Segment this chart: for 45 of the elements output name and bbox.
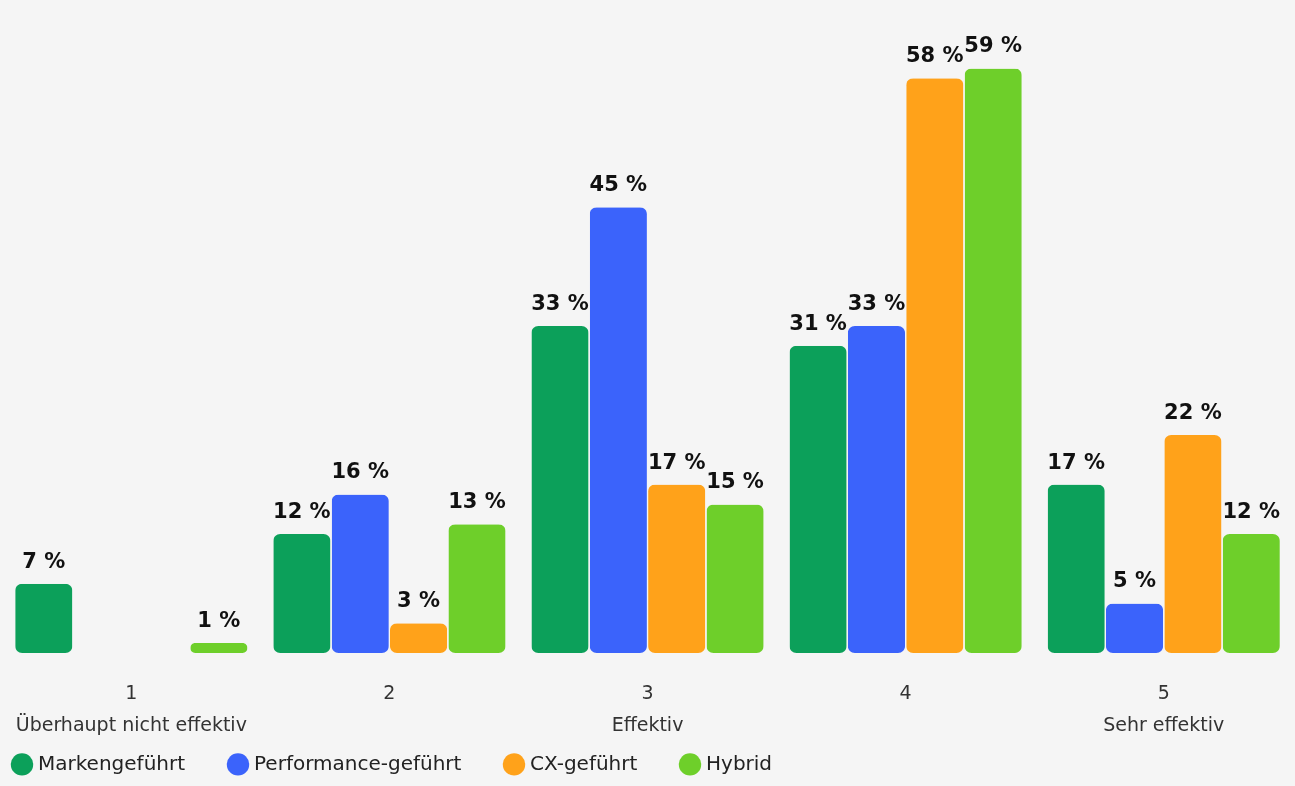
bar xyxy=(15,583,73,653)
data-label: 59 % xyxy=(964,33,1022,58)
legend-label: CX-geführt xyxy=(530,751,638,776)
bar xyxy=(531,326,589,653)
data-label: 45 % xyxy=(589,172,648,197)
data-label: 22 % xyxy=(1164,400,1222,425)
legend-label: Markengeführt xyxy=(38,751,186,776)
data-label: 17 % xyxy=(1047,449,1105,474)
data-label: 7 % xyxy=(22,548,66,573)
bar xyxy=(331,494,389,653)
bar xyxy=(190,643,248,653)
data-label: 17 % xyxy=(647,449,706,474)
data-label: 33 % xyxy=(531,291,589,316)
x-tick-label: 4 xyxy=(899,680,912,703)
bar xyxy=(706,504,764,653)
bar xyxy=(847,326,906,653)
data-label: 16 % xyxy=(331,459,390,484)
data-label: 12 % xyxy=(273,499,331,524)
bar xyxy=(589,207,647,653)
data-label: 3 % xyxy=(397,588,441,613)
bar xyxy=(906,78,964,653)
bar xyxy=(1047,484,1105,653)
data-label: 13 % xyxy=(448,489,506,514)
bar xyxy=(789,345,847,653)
bar xyxy=(964,68,1022,653)
data-label: 58 % xyxy=(905,43,964,68)
bar xyxy=(448,524,506,653)
x-tick-label: 5 Sehr effektiv xyxy=(1103,680,1225,735)
bar xyxy=(1164,435,1222,653)
bar xyxy=(648,484,706,653)
data-label: 31 % xyxy=(789,310,847,335)
bar xyxy=(273,534,331,653)
legend-label: Hybrid xyxy=(706,751,773,776)
data-label: 5 % xyxy=(1113,568,1156,593)
data-label: 33 % xyxy=(847,291,906,316)
data-label: 15 % xyxy=(706,469,764,494)
x-tick-label: 1 Überhaupt nicht effektiv xyxy=(15,680,247,735)
legend-label: Performance-geführt xyxy=(254,751,462,776)
bar xyxy=(1105,603,1164,653)
x-tick-label: 2 xyxy=(383,680,396,703)
data-label: 12 % xyxy=(1222,499,1281,524)
bar xyxy=(389,623,448,653)
data-label: 1 % xyxy=(197,608,241,633)
bar xyxy=(1222,534,1280,653)
x-tick-label: 3 Effektiv xyxy=(611,680,684,735)
